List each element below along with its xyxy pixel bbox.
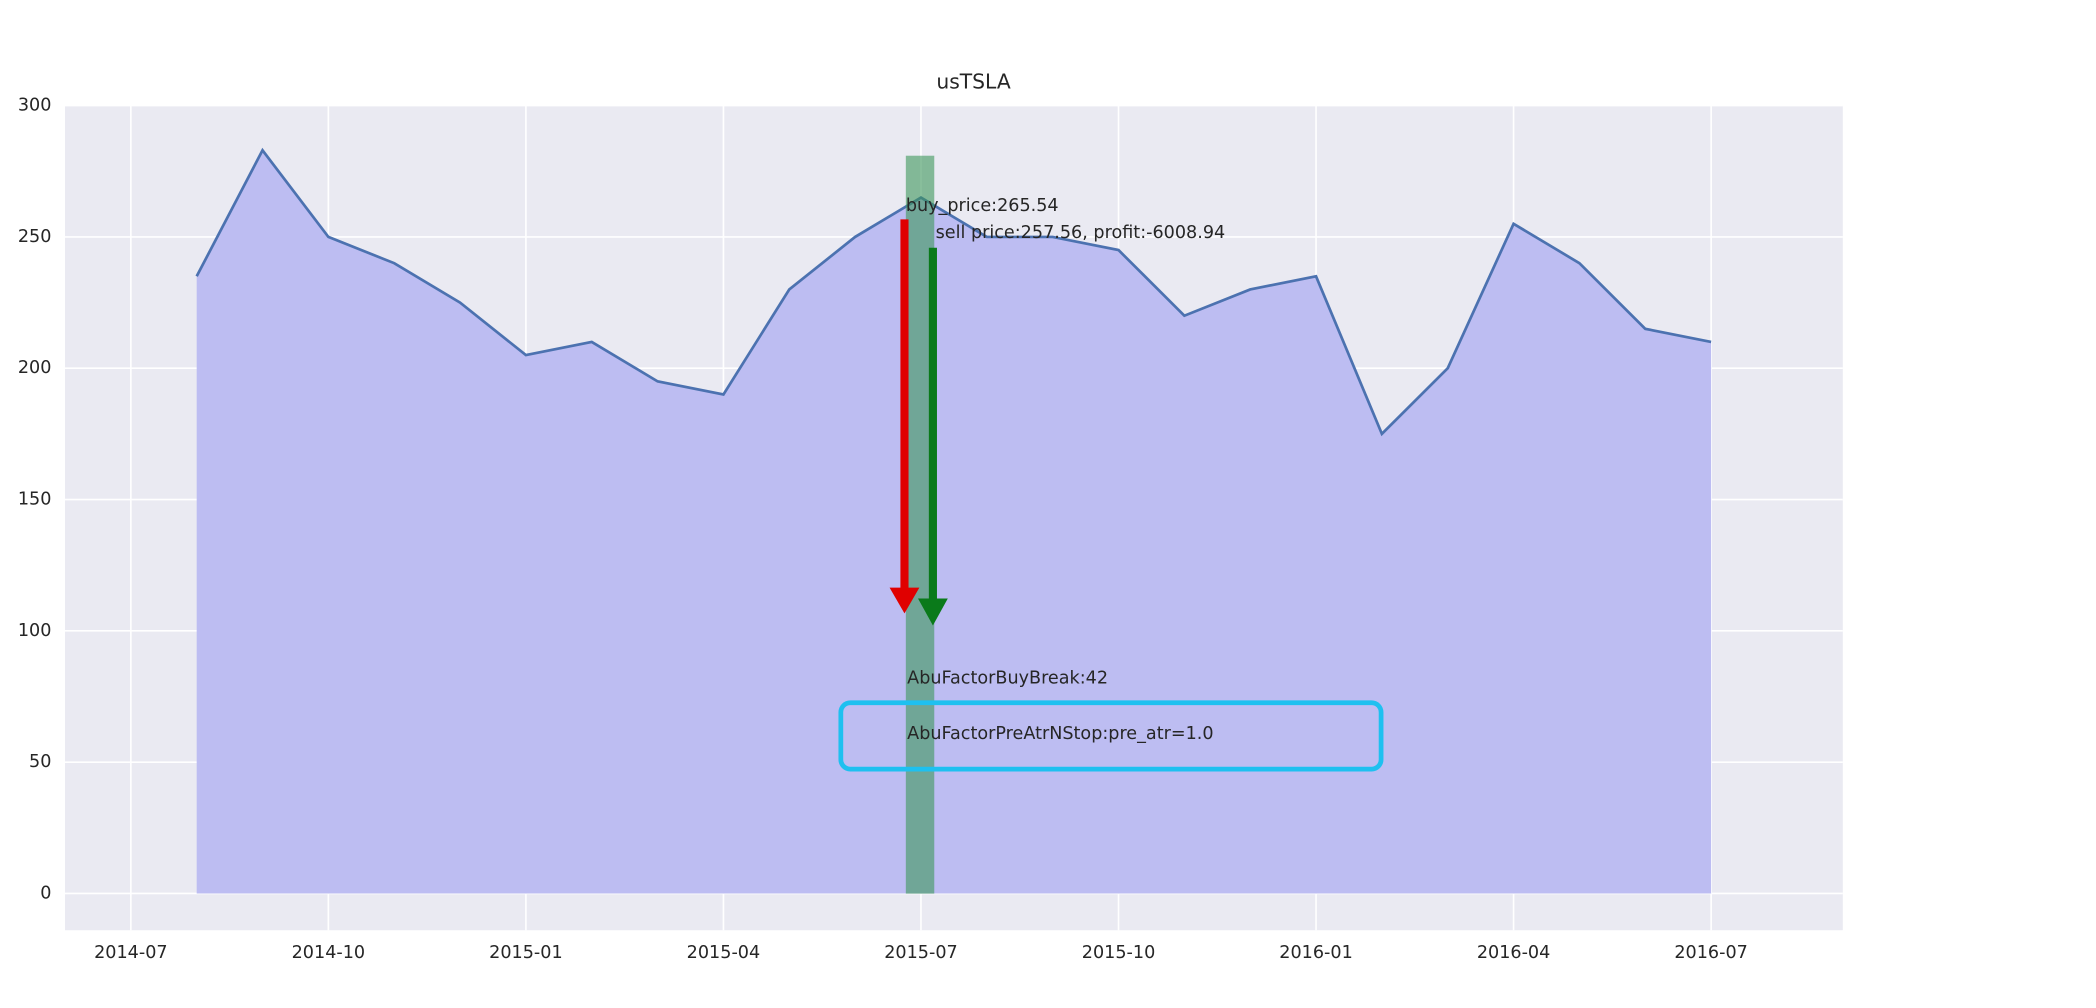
area: [196, 150, 1712, 894]
sell-annotation: sell price:257.56, profit:-6008.94: [936, 223, 1226, 243]
highlight-box: [838, 700, 1384, 772]
y-tick-label: 200: [18, 358, 52, 378]
y-tick-label: 300: [18, 96, 52, 116]
price-line: [195, 147, 1712, 437]
x-tick-label: 2016-07: [1674, 943, 1748, 963]
factor-annotation: AbuFactorPreAtrNStop:pre_atr=1.0: [907, 724, 1213, 744]
factor-annotation: AbuFactorBuyBreak:42: [907, 668, 1108, 688]
x-tick-label: 2015-10: [1082, 943, 1156, 963]
sell-arrow-head: [918, 598, 948, 626]
buy-annotation: buy_price:265.54: [906, 196, 1059, 216]
x-tick-label: 2015-07: [884, 943, 958, 963]
y-tick-label: 100: [18, 621, 52, 641]
x-tick-label: 2014-07: [94, 943, 168, 963]
x-tick-label: 2015-01: [489, 943, 563, 963]
x-tick-label: 2016-04: [1477, 943, 1551, 963]
x-tick-label: 2014-10: [292, 943, 366, 963]
y-tick-label: 150: [18, 490, 52, 510]
y-tick-label: 50: [29, 752, 51, 772]
x-tick-label: 2015-04: [687, 943, 761, 963]
chart-title: usTSLA: [936, 70, 1010, 94]
x-tick-label: 2016-01: [1279, 943, 1353, 963]
y-tick-label: 0: [40, 883, 51, 903]
y-tick-label: 250: [18, 227, 52, 247]
buy-arrow-head: [889, 587, 920, 614]
